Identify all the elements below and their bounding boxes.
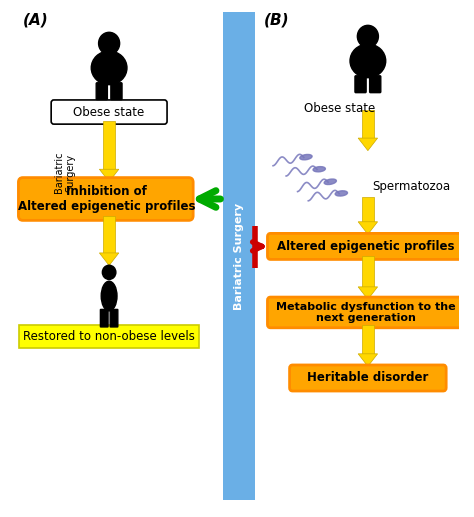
FancyBboxPatch shape — [290, 365, 446, 391]
Ellipse shape — [324, 179, 337, 185]
Circle shape — [357, 25, 378, 48]
Text: Altered epigenetic profiles: Altered epigenetic profiles — [277, 240, 455, 253]
Text: Metabolic dysfunction to the
next generation: Metabolic dysfunction to the next genera… — [276, 301, 456, 323]
FancyBboxPatch shape — [223, 12, 255, 500]
Text: Bariatric Surgery: Bariatric Surgery — [234, 203, 244, 310]
Text: Spermatozoa: Spermatozoa — [372, 180, 450, 193]
Text: Inhibition of
Altered epigenetic profiles: Inhibition of Altered epigenetic profile… — [18, 185, 196, 213]
Circle shape — [99, 32, 119, 54]
Polygon shape — [358, 354, 378, 367]
Polygon shape — [358, 287, 378, 299]
Bar — [362, 325, 374, 354]
Polygon shape — [100, 169, 119, 182]
FancyBboxPatch shape — [110, 309, 118, 327]
Text: (B): (B) — [264, 12, 290, 27]
FancyBboxPatch shape — [111, 83, 122, 100]
Ellipse shape — [313, 166, 325, 172]
Polygon shape — [358, 222, 378, 234]
FancyBboxPatch shape — [19, 325, 200, 348]
Ellipse shape — [300, 155, 312, 160]
Text: Obese state: Obese state — [304, 102, 375, 115]
Text: Obese state: Obese state — [73, 105, 145, 118]
Bar — [362, 197, 374, 222]
Text: (A): (A) — [23, 12, 49, 27]
FancyBboxPatch shape — [267, 297, 464, 328]
FancyBboxPatch shape — [51, 100, 167, 124]
Ellipse shape — [335, 191, 347, 196]
Text: Restored to non-obese levels: Restored to non-obese levels — [23, 330, 195, 343]
Bar — [362, 110, 374, 138]
Text: Heritable disorder: Heritable disorder — [307, 372, 428, 385]
FancyBboxPatch shape — [370, 76, 381, 93]
FancyBboxPatch shape — [355, 76, 366, 93]
Ellipse shape — [350, 44, 386, 78]
Ellipse shape — [101, 281, 117, 311]
Text: Bariatric
Surgery: Bariatric Surgery — [54, 151, 76, 193]
Polygon shape — [358, 138, 378, 150]
Bar — [103, 216, 115, 253]
Bar — [362, 256, 374, 287]
Ellipse shape — [91, 51, 127, 85]
FancyBboxPatch shape — [96, 83, 108, 100]
FancyBboxPatch shape — [100, 309, 108, 327]
Circle shape — [102, 265, 116, 280]
Bar — [103, 121, 115, 169]
FancyBboxPatch shape — [18, 178, 193, 220]
FancyBboxPatch shape — [267, 233, 464, 260]
Polygon shape — [100, 253, 119, 265]
